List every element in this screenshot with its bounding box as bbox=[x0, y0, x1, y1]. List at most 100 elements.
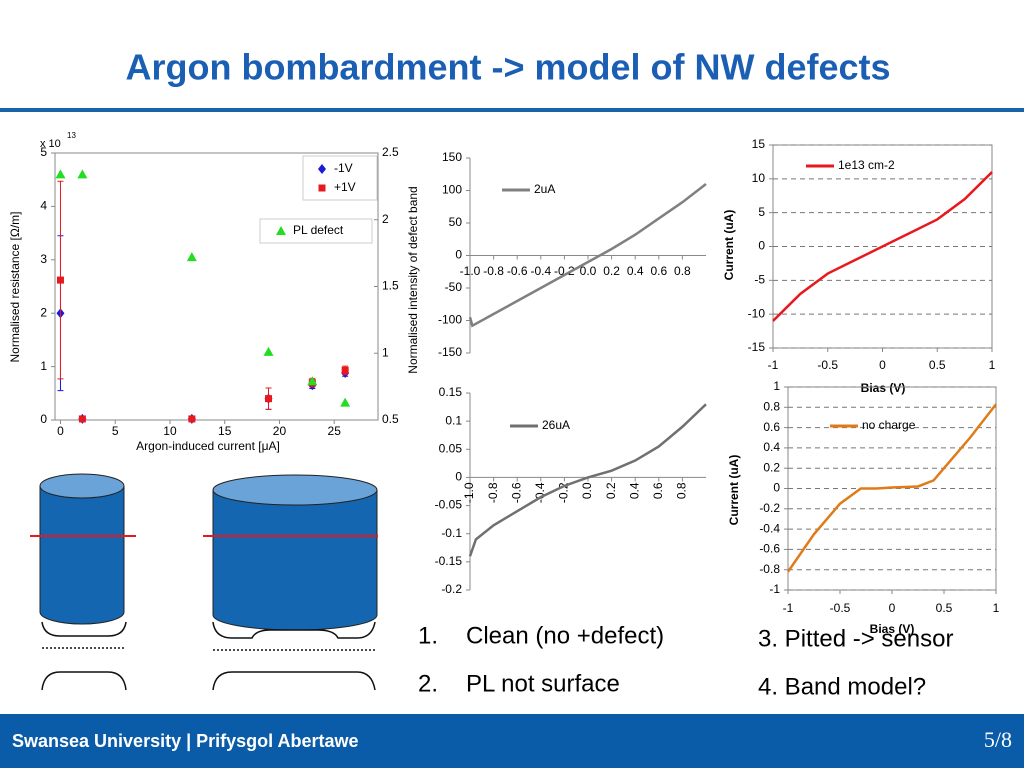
x-tick-label: 0.4 bbox=[627, 482, 641, 499]
marker bbox=[186, 252, 197, 262]
y2-axis-label: Normalised intensity of defect band bbox=[406, 186, 420, 373]
y-tick-label: 0.8 bbox=[763, 399, 780, 413]
y-tick-label: -0.2 bbox=[759, 501, 780, 515]
x-tick-label: 0.2 bbox=[604, 482, 618, 499]
y2-tick-label: 0.5 bbox=[382, 412, 399, 426]
x-tick-label: -0.6 bbox=[507, 264, 528, 278]
y-tick-label: 0 bbox=[773, 481, 780, 495]
y-multiplier-exponent: 13 bbox=[67, 131, 76, 140]
data-line bbox=[772, 171, 993, 322]
list-number: 1. bbox=[418, 622, 438, 649]
cylinder-diagram bbox=[39, 473, 378, 631]
y-tick-label: 0.2 bbox=[763, 460, 780, 474]
y-tick-label: -0.6 bbox=[759, 542, 780, 556]
band-profiles bbox=[41, 621, 376, 691]
y-tick-label: 15 bbox=[752, 137, 766, 151]
footer-band bbox=[0, 714, 1024, 768]
list-item: Clean (no +defect) bbox=[466, 622, 664, 649]
marker bbox=[318, 164, 326, 174]
x-tick-label: -0.5 bbox=[817, 358, 838, 372]
x-tick-label: 0.6 bbox=[651, 482, 665, 499]
list-number: 2. bbox=[418, 670, 438, 697]
y-tick-label: -0.15 bbox=[435, 554, 463, 568]
y-tick-label: 1 bbox=[40, 359, 47, 373]
marker bbox=[188, 415, 196, 423]
x-axis-label: Argon-induced current [μA] bbox=[136, 439, 280, 453]
y2-tick-label: 2.5 bbox=[382, 145, 399, 159]
y-tick-label: -0.1 bbox=[441, 526, 462, 540]
x-tick-label: 20 bbox=[273, 424, 287, 438]
marker bbox=[341, 366, 349, 374]
x-tick-label: -0.4 bbox=[533, 482, 547, 503]
legend-label: 2uA bbox=[534, 182, 555, 196]
y-tick-label: -0.8 bbox=[759, 562, 780, 576]
y-tick-label: -15 bbox=[748, 340, 766, 354]
y-tick-label: 0.15 bbox=[439, 385, 463, 399]
y-tick-label: 1 bbox=[773, 379, 780, 393]
y-tick-label: 4 bbox=[40, 199, 47, 213]
x-tick-label: 0 bbox=[57, 424, 64, 438]
marker bbox=[340, 397, 351, 407]
list-item: 4. Band model? bbox=[758, 673, 926, 700]
y-tick-label: 0.6 bbox=[763, 420, 780, 434]
x-tick-label: 10 bbox=[163, 424, 177, 438]
y2-tick-label: 1.5 bbox=[382, 279, 399, 293]
marker bbox=[55, 169, 66, 179]
y-tick-label: -10 bbox=[748, 306, 766, 320]
y-tick-label: 10 bbox=[752, 171, 766, 185]
legend-box bbox=[259, 218, 373, 244]
y-tick-label: 150 bbox=[442, 150, 462, 164]
x-tick-label: 0.4 bbox=[627, 264, 644, 278]
x-tick-label: 0.5 bbox=[929, 358, 946, 372]
y-tick-label: 5 bbox=[758, 205, 765, 219]
y-tick-label: 100 bbox=[442, 183, 462, 197]
x-tick-label: 15 bbox=[218, 424, 232, 438]
x-tick-label: -1.0 bbox=[460, 264, 481, 278]
legend-label: 1e13 cm-2 bbox=[838, 158, 895, 172]
x-tick-label: -0.2 bbox=[554, 264, 575, 278]
x-tick-label: 0.5 bbox=[936, 601, 953, 615]
x-tick-label: -1 bbox=[768, 358, 779, 372]
y-tick-label: -150 bbox=[438, 345, 462, 359]
y-tick-label: 0 bbox=[455, 248, 462, 262]
y-tick-label: -100 bbox=[438, 313, 462, 327]
legend-label: +1V bbox=[334, 180, 356, 194]
y-tick-label: 0.4 bbox=[763, 440, 780, 454]
y-tick-label: 0.1 bbox=[445, 413, 462, 427]
x-tick-label: -0.4 bbox=[530, 264, 551, 278]
y-tick-label: -1 bbox=[769, 582, 780, 596]
x-axis-label: Bias (V) bbox=[861, 381, 906, 395]
y-tick-label: 3 bbox=[40, 252, 47, 266]
legend-box bbox=[302, 155, 378, 201]
marker bbox=[307, 376, 318, 386]
x-tick-label: 5 bbox=[112, 424, 119, 438]
y-tick-label: 0 bbox=[758, 239, 765, 253]
x-tick-label: 0.2 bbox=[603, 264, 620, 278]
legend-label: no charge bbox=[862, 418, 916, 432]
y-tick-label: 0.05 bbox=[439, 441, 463, 455]
x-tick-label: 1 bbox=[989, 358, 996, 372]
x-tick-label: 0 bbox=[889, 601, 896, 615]
y-axis-label: Current (uA) bbox=[722, 210, 736, 281]
y-axis-label: Normalised resistance [Ω/m] bbox=[8, 211, 22, 362]
x-tick-label: -0.8 bbox=[486, 482, 500, 503]
legend-label: -1V bbox=[334, 161, 353, 175]
x-tick-label: 0.8 bbox=[675, 482, 689, 499]
x-tick-label: -1.0 bbox=[462, 482, 476, 503]
x-axis-label: Bias (V) bbox=[870, 622, 915, 636]
x-tick-label: 0.0 bbox=[580, 264, 597, 278]
y-tick-label: -50 bbox=[445, 280, 463, 294]
y-axis-label: Current (uA) bbox=[727, 455, 741, 526]
y-tick-label: 50 bbox=[449, 215, 463, 229]
x-tick-label: 25 bbox=[328, 424, 342, 438]
y-tick-label: -0.2 bbox=[441, 582, 462, 596]
data-line bbox=[468, 183, 707, 328]
y-tick-label: 0 bbox=[40, 412, 47, 426]
x-tick-label: -0.6 bbox=[509, 482, 523, 503]
data-line bbox=[468, 403, 707, 557]
y-tick-label: 2 bbox=[40, 305, 47, 319]
y2-tick-label: 2 bbox=[382, 212, 389, 226]
footer-institution: Swansea University | Prifysgol Abertawe bbox=[12, 731, 359, 751]
list-item: PL not surface bbox=[466, 670, 620, 697]
